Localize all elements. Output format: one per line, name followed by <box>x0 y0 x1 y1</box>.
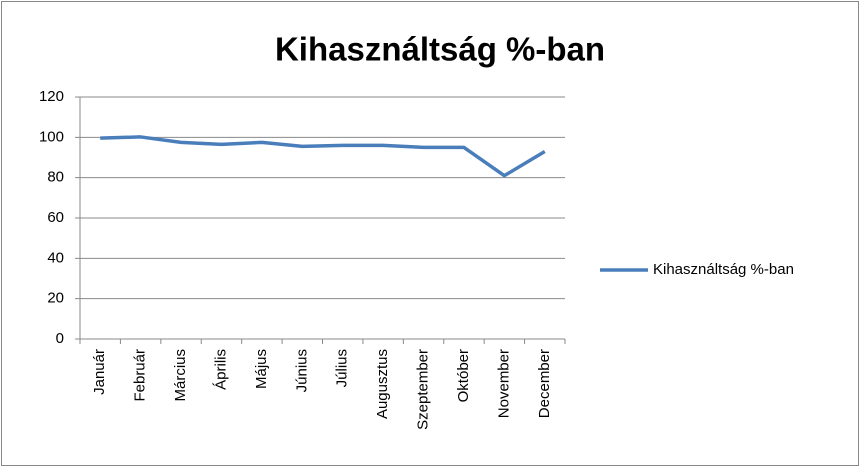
x-tick-label: Május <box>253 349 270 389</box>
y-tick-label: 120 <box>39 88 64 105</box>
y-tick-label: 80 <box>47 169 64 186</box>
x-tick-label: Június <box>293 349 310 392</box>
legend-label: Kihasználtság %-ban <box>653 261 794 278</box>
y-tick-label: 40 <box>47 249 64 266</box>
x-tick-label: Február <box>132 349 149 402</box>
y-tick-label: 20 <box>47 290 64 307</box>
x-tick-label: Szeptember <box>415 349 432 430</box>
x-tick-label: Október <box>455 349 472 402</box>
x-tick-label: Július <box>334 349 351 387</box>
x-tick-label: Augusztus <box>374 349 391 419</box>
x-tick-label: Április <box>212 349 229 390</box>
x-tick-label: December <box>536 349 553 418</box>
y-tick-label: 100 <box>39 128 64 145</box>
y-tick-label: 60 <box>47 209 64 226</box>
line-series <box>100 135 546 178</box>
x-tick-label: November <box>495 349 512 418</box>
chart-title: Kihasználtság %-ban <box>275 31 605 68</box>
x-tick-label: Március <box>172 349 189 402</box>
x-tick-label: Január <box>91 349 108 395</box>
y-tick-label: 0 <box>56 330 64 347</box>
